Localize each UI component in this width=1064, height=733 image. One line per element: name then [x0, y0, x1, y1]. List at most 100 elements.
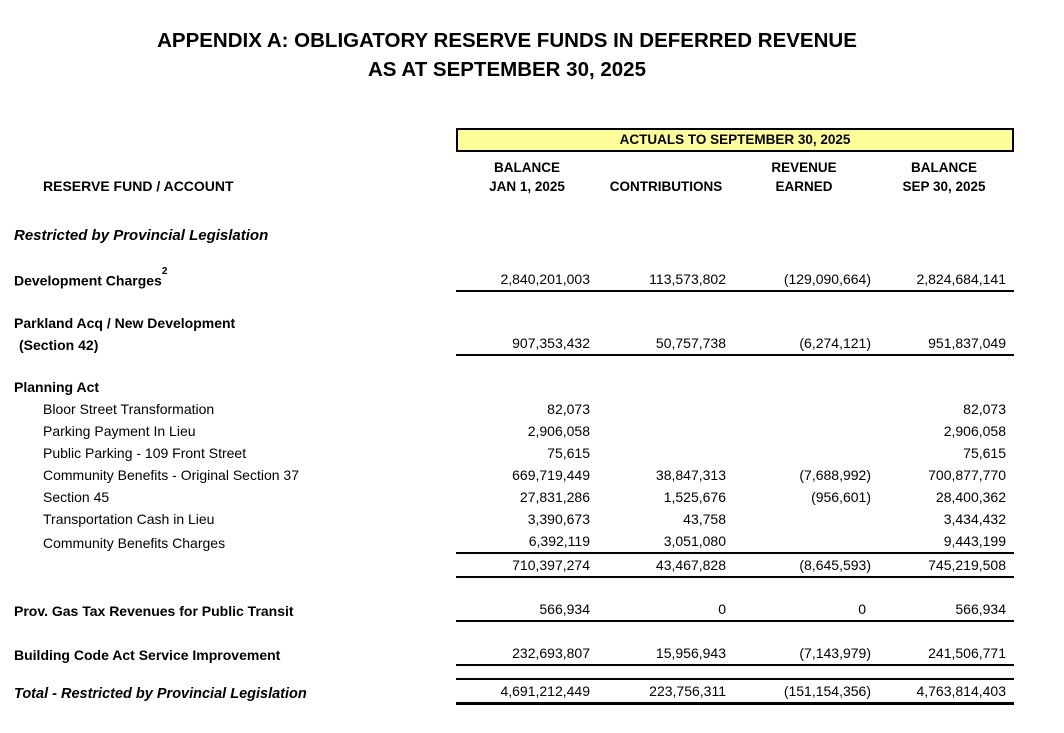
- column-header: REVENUE EARNED: [771, 160, 837, 194]
- actuals-banner: ACTUALS TO SEPTEMBER 30, 2025: [456, 128, 1014, 152]
- amount-cell: 1,525,676: [663, 488, 726, 505]
- amount-cell: 82,073: [547, 400, 590, 417]
- row-label: Parking Payment In Lieu: [43, 422, 196, 439]
- amount-cell: 38,847,313: [655, 466, 726, 483]
- column-header-row: RESERVE FUND / ACCOUNT BALANCE JAN 1, 202…: [0, 158, 1014, 196]
- amount-cell: 2,906,058: [527, 422, 590, 439]
- row-label: Planning Act: [14, 378, 100, 395]
- amount-cell: 6,392,119: [528, 532, 590, 549]
- table-body: Restricted by Provincial Legislation Deve…: [0, 225, 1014, 705]
- amount-cell: 27,831,286: [519, 488, 590, 505]
- amount-cell: 566,934: [539, 600, 590, 617]
- table-row: Building Code Act Service Improvement 232…: [0, 642, 1014, 666]
- amount-cell: (129,090,664): [783, 270, 871, 287]
- row-amounts: 710,397,274 43,467,828 (8,645,593) 745,219,…: [456, 554, 1014, 578]
- amount-cell: 223,756,311: [649, 682, 726, 699]
- report-page: APPENDIX A: OBLIGATORY RESERVE FUNDS IN …: [0, 26, 1014, 705]
- row-amounts: 6,392,119 3,051,080 9,443,199: [456, 530, 1014, 554]
- amount-cell: 0: [858, 600, 866, 617]
- amount-cell: 113,573,802: [649, 270, 726, 287]
- amount-cell: 710,397,274: [512, 556, 590, 573]
- row-amounts: 4,691,212,449 223,756,311 (151,154,356) 4,7…: [456, 677, 1014, 705]
- amount-cell: 2,906,058: [943, 422, 1006, 439]
- row-label: Prov. Gas Tax Revenues for Public Transi…: [14, 602, 294, 619]
- row-amounts: 82,073 82,073: [456, 398, 1014, 420]
- table-row: Community Benefits Charges 6,392,119 3,051…: [0, 530, 1014, 554]
- row-label: Public Parking - 109 Front Street: [43, 444, 247, 461]
- row-label: Section 45: [43, 488, 110, 505]
- amount-cell: 566,934: [955, 600, 1006, 617]
- amount-cell: 9,443,199: [943, 532, 1006, 549]
- amount-cell: 4,763,814,403: [916, 682, 1006, 699]
- row-amounts: 75,615 75,615: [456, 442, 1014, 464]
- amount-cell: 43,758: [683, 510, 726, 527]
- amount-cell: 28,400,362: [935, 488, 1006, 505]
- amount-cell: 241,506,771: [928, 644, 1006, 661]
- amount-cell: 75,615: [547, 444, 590, 461]
- row-label: Total - Restricted by Provincial Legisla…: [14, 685, 307, 702]
- table-row: Prov. Gas Tax Revenues for Public Transi…: [0, 598, 1014, 622]
- row-label: Community Benefits Charges: [43, 534, 226, 551]
- amount-cell: (151,154,356): [783, 682, 871, 699]
- amount-cell: 4,691,212,449: [500, 682, 590, 699]
- row-label: Parkland Acq / New Development (Section 4…: [14, 314, 236, 353]
- row-amounts: 27,831,286 1,525,676 (956,601) 28,400,362: [456, 486, 1014, 508]
- amount-cell: 82,073: [963, 400, 1006, 417]
- amount-cell: (7,143,979): [799, 644, 871, 661]
- table-row: Development Charges2 2,840,201,003 113,573…: [0, 266, 1014, 292]
- table-row: Planning Act: [0, 376, 1014, 398]
- amount-cell: 50,757,738: [655, 334, 726, 351]
- amount-cell: 907,353,432: [512, 334, 590, 351]
- amount-cell: 745,219,508: [928, 556, 1006, 573]
- amount-cell: 3,434,432: [943, 510, 1006, 527]
- table-row: 710,397,274 43,467,828 (8,645,593) 745,219,…: [0, 554, 1014, 578]
- row-amounts: 2,840,201,003 113,573,802 (129,090,664) 2,8…: [456, 268, 1014, 292]
- amount-cell: 75,615: [963, 444, 1006, 461]
- amount-cell: 232,693,807: [512, 644, 590, 661]
- footnote-superscript: 2: [161, 266, 168, 277]
- row-label: Bloor Street Transformation: [43, 400, 215, 417]
- column-header: CONTRIBUTIONS: [609, 179, 723, 194]
- amount-cell: 0: [718, 600, 726, 617]
- amount-cell: 43,467,828: [655, 556, 726, 573]
- column-headers: BALANCE JAN 1, 2025 CONTRIBUTIONS REVENUE EA…: [456, 158, 1014, 196]
- row-amounts: 232,693,807 15,956,943 (7,143,979) 241,506,…: [456, 642, 1014, 666]
- table-row: Transportation Cash in Lieu 3,390,673 43,7…: [0, 508, 1014, 530]
- row-label: Building Code Act Service Improvement: [14, 646, 281, 663]
- amount-cell: 3,390,673: [527, 510, 590, 527]
- amount-cell: 2,824,684,141: [916, 270, 1006, 287]
- amount-cell: 3,051,080: [663, 532, 726, 549]
- table-row: Total - Restricted by Provincial Legisla…: [0, 677, 1014, 705]
- table-row: Section 45 27,831,286 1,525,676 (956,601) 28…: [0, 486, 1014, 508]
- amount-cell: 700,877,770: [928, 466, 1006, 483]
- table-row: Bloor Street Transformation 82,073 82,073: [0, 398, 1014, 420]
- row-label: Development Charges2: [14, 266, 168, 289]
- row-label: Transportation Cash in Lieu: [43, 510, 215, 527]
- row-amounts: 907,353,432 50,757,738 (6,274,121) 951,837,…: [456, 332, 1014, 356]
- row-label: Restricted by Provincial Legislation: [14, 227, 269, 244]
- table-row: Parking Payment In Lieu 2,906,058 2,906,05…: [0, 420, 1014, 442]
- row-amounts: 2,906,058 2,906,058: [456, 420, 1014, 442]
- row-amounts: 566,934 0 0 566,934: [456, 598, 1014, 622]
- row-header-label: RESERVE FUND / ACCOUNT: [43, 178, 234, 194]
- page-title-line1: APPENDIX A: OBLIGATORY RESERVE FUNDS IN …: [157, 29, 857, 52]
- row-amounts: 3,390,673 43,758 3,434,432: [456, 508, 1014, 530]
- table-row: Restricted by Provincial Legislation: [0, 225, 1014, 247]
- column-header: BALANCE SEP 30, 2025: [902, 160, 986, 194]
- amount-cell: (6,274,121): [799, 334, 871, 351]
- row-label: Community Benefits - Original Section 37: [43, 466, 299, 483]
- row-amounts: 669,719,449 38,847,313 (7,688,992) 700,877,…: [456, 464, 1014, 486]
- page-title-line2: AS AT SEPTEMBER 30, 2025: [368, 58, 646, 81]
- amount-cell: (8,645,593): [799, 556, 871, 573]
- table-row: Community Benefits - Original Section 37…: [0, 464, 1014, 486]
- amount-cell: 15,956,943: [655, 644, 726, 661]
- amount-cell: (7,688,992): [799, 466, 871, 483]
- page-title: APPENDIX A: OBLIGATORY RESERVE FUNDS IN …: [0, 26, 1014, 84]
- table-row: Public Parking - 109 Front Street 75,615 7…: [0, 442, 1014, 464]
- column-header: BALANCE JAN 1, 2025: [489, 160, 565, 194]
- amount-cell: 2,840,201,003: [500, 270, 590, 287]
- amount-cell: 669,719,449: [512, 466, 590, 483]
- amount-cell: (956,601): [811, 488, 871, 505]
- table-row: Parkland Acq / New Development (Section 4…: [0, 312, 1014, 356]
- amount-cell: 951,837,049: [928, 334, 1006, 351]
